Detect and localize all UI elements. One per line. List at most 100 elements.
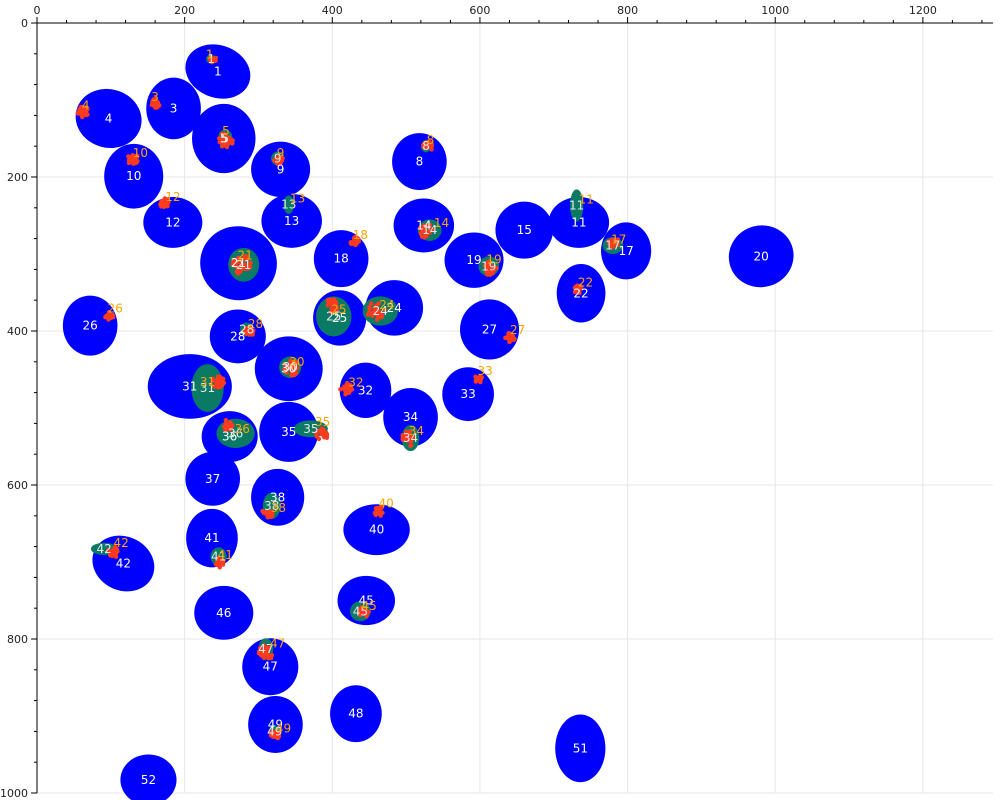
red-point xyxy=(485,260,491,265)
green-ellipse-label: 8 xyxy=(422,139,430,153)
green-ellipse xyxy=(316,296,352,337)
green-ellipse-label: 21 xyxy=(236,258,251,272)
green-ellipse-label: 42 xyxy=(97,542,112,556)
blue-ellipse-label: 25 xyxy=(332,311,347,325)
blue-ellipse xyxy=(548,197,610,248)
red-point xyxy=(237,258,243,264)
red-point xyxy=(427,223,432,229)
blue-ellipse-label: 15 xyxy=(517,223,532,237)
red-point-cluster xyxy=(256,643,275,661)
red-point xyxy=(359,607,364,612)
red-point xyxy=(577,290,582,296)
blue-ellipse-label: 33 xyxy=(460,387,475,401)
red-point xyxy=(372,510,378,516)
blue-ellipse-label: 35 xyxy=(281,425,296,439)
blue-ellipse xyxy=(143,197,203,248)
orange-point-label: 26 xyxy=(108,302,123,316)
red-point xyxy=(292,370,298,375)
red-point xyxy=(261,643,267,648)
x-tick-label: 1200 xyxy=(909,4,937,17)
blue-ellipse xyxy=(343,504,410,556)
red-point-cluster xyxy=(216,131,235,150)
red-point-cluster xyxy=(126,153,140,166)
green-ellipse xyxy=(283,195,294,214)
red-point xyxy=(151,101,156,106)
orange-point-label: 42 xyxy=(114,536,129,550)
orange-point-label: 21 xyxy=(238,249,253,263)
green-ellipse-label: 13 xyxy=(281,198,296,212)
blue-ellipse-label: 41 xyxy=(204,531,219,545)
red-point xyxy=(379,505,384,510)
blue-ellipse-label: 37 xyxy=(205,472,220,486)
orange-point-label: 33 xyxy=(477,364,492,378)
red-point xyxy=(133,160,139,166)
red-point xyxy=(510,333,515,338)
blue-ellipse-label: 10 xyxy=(126,169,141,183)
blue-ellipse-label: 51 xyxy=(573,741,588,755)
red-point xyxy=(349,387,355,392)
red-point xyxy=(84,112,89,118)
red-point-cluster xyxy=(372,505,385,518)
red-point xyxy=(264,646,270,651)
green-ellipse-label: 17 xyxy=(605,239,620,253)
red-point xyxy=(220,562,226,567)
red-point xyxy=(223,427,229,432)
red-point xyxy=(404,429,409,434)
red-point xyxy=(327,300,332,306)
red-point xyxy=(421,223,426,228)
blue-ellipse xyxy=(185,451,241,506)
blue-ellipse-label: 9 xyxy=(277,162,285,176)
orange-point-label: 13 xyxy=(290,192,305,206)
red-point xyxy=(319,426,324,431)
x-tick-label: 1000 xyxy=(761,4,789,17)
red-point xyxy=(421,235,427,240)
blue-ellipse xyxy=(460,299,520,360)
red-point xyxy=(365,312,371,317)
orange-point-label: 3 xyxy=(151,90,159,104)
blue-ellipse xyxy=(75,88,142,149)
orange-point-label: 34 xyxy=(409,424,424,438)
red-point xyxy=(478,376,483,381)
orange-point-label: 10 xyxy=(133,146,148,160)
orange-point-label: 11 xyxy=(579,192,594,206)
blue-ellipse-label: 14 xyxy=(416,219,431,233)
orange-point-label: 18 xyxy=(353,228,368,242)
orange-point-label: 19 xyxy=(486,252,501,266)
orange-point-label: 22 xyxy=(578,275,593,289)
blue-ellipse xyxy=(495,201,554,259)
red-point-cluster xyxy=(473,374,485,385)
red-point xyxy=(108,552,114,558)
red-point-cluster xyxy=(572,283,584,296)
red-point-cluster xyxy=(482,259,499,277)
red-point xyxy=(572,289,578,294)
blue-ellipse xyxy=(242,638,299,696)
red-point xyxy=(377,509,382,514)
red-point xyxy=(329,310,334,315)
blue-ellipse-label: 4 xyxy=(105,111,113,125)
x-tick-label: 400 xyxy=(322,4,343,17)
red-point xyxy=(282,362,288,367)
green-ellipse xyxy=(569,189,584,222)
orange-point-label: 30 xyxy=(289,355,304,369)
blue-ellipse-label: 21 xyxy=(231,256,246,270)
blue-ellipse xyxy=(194,585,254,640)
red-point-cluster xyxy=(400,429,416,449)
red-point xyxy=(576,287,581,292)
y-tick-label: 400 xyxy=(7,325,28,338)
red-point xyxy=(354,236,359,241)
red-point xyxy=(370,310,376,315)
orange-point-label: 4 xyxy=(82,98,90,112)
blue-ellipse xyxy=(339,362,392,419)
green-ellipse-label: 24 xyxy=(373,304,388,318)
red-point xyxy=(612,237,618,242)
red-point-cluster xyxy=(213,556,226,570)
red-point xyxy=(511,337,517,343)
red-point xyxy=(374,306,380,312)
red-point xyxy=(215,379,220,385)
red-point-cluster xyxy=(149,96,162,110)
red-point xyxy=(275,735,280,741)
green-ellipse-label: 9 xyxy=(274,152,282,166)
green-ellipse-label: 14 xyxy=(422,223,437,237)
blue-ellipse-label: 5 xyxy=(220,132,228,146)
red-point xyxy=(367,305,372,310)
